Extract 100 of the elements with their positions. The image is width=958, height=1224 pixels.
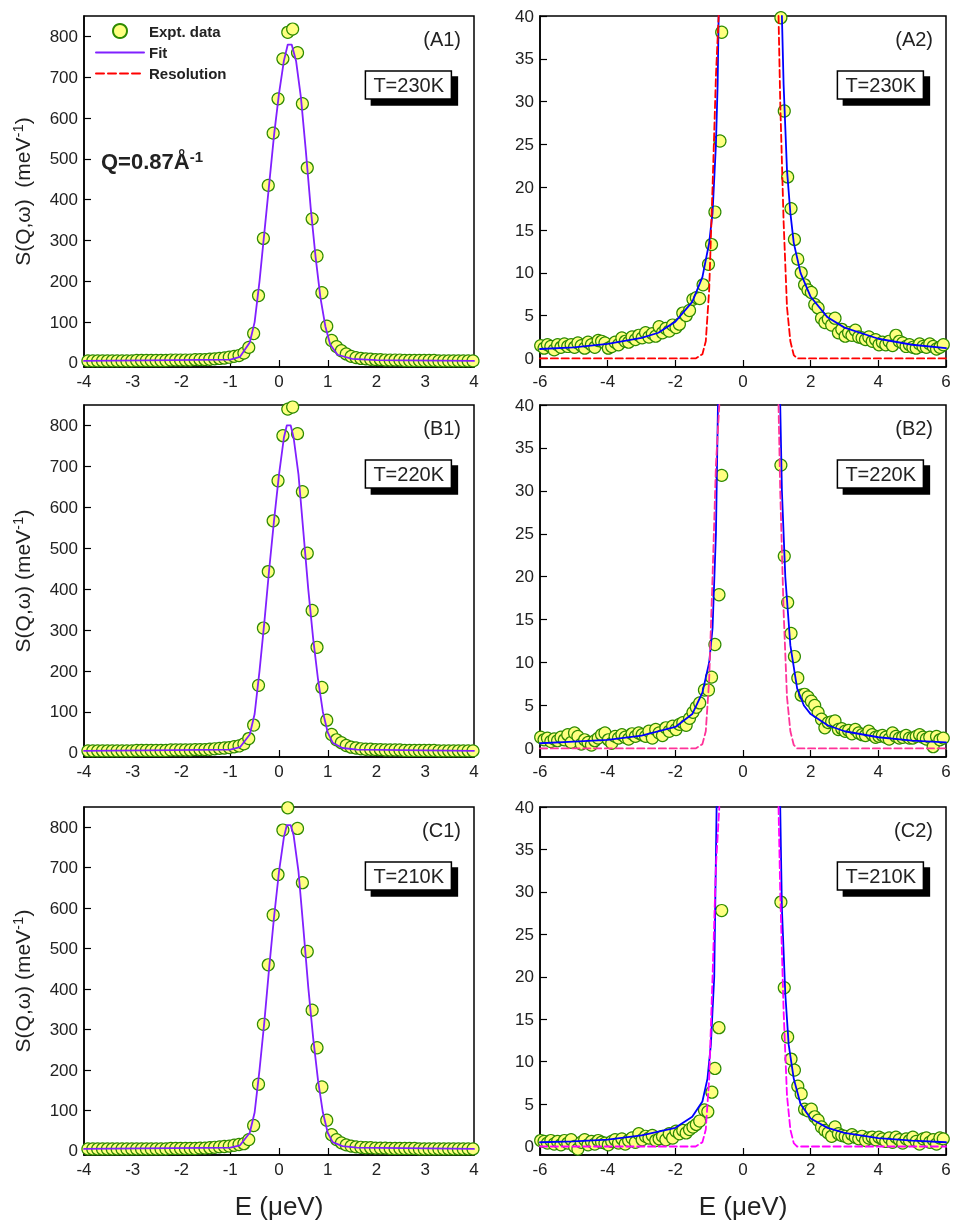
y-tick-label: 15 (515, 1009, 534, 1029)
y-tick-label: 500 (49, 149, 78, 169)
x-tick-label: 4 (469, 762, 479, 781)
y-tick-label: 800 (49, 817, 78, 837)
x-tick-label: 1 (323, 762, 333, 781)
y-tick-label: 40 (515, 6, 534, 26)
y-tick-label: 200 (49, 661, 78, 681)
annotation: T=230K (373, 74, 445, 96)
y-tick-label: 800 (49, 415, 78, 435)
x-tick-label: -2 (173, 1160, 190, 1179)
y-tick-label: 25 (515, 134, 534, 154)
x-tick-label: -4 (76, 1160, 92, 1179)
x-tick-label: -1 (222, 1160, 238, 1179)
y-tick-label: 25 (515, 524, 534, 544)
annotation: T=210K (373, 865, 445, 887)
y-tick-label: 800 (49, 26, 78, 46)
y-tick-label: 600 (49, 108, 78, 128)
y-tick-label: 10 (515, 263, 534, 283)
y-tick-label: 30 (515, 92, 534, 112)
y-tick-label: 5 (524, 695, 534, 715)
y-tick-label: 15 (515, 220, 534, 240)
y-tick-label: 0 (68, 1141, 78, 1161)
annotation: (C1) (422, 819, 461, 841)
y-tick-label: 300 (49, 230, 78, 250)
y-tick-label: 300 (49, 620, 78, 640)
y-axis-title: S(Q,ω) (meV-1) (9, 509, 34, 653)
y-tick-label: 0 (524, 348, 534, 368)
x-tick-label: -3 (125, 762, 141, 781)
y-tick-label: 20 (515, 567, 534, 587)
legend-label: Fit (149, 44, 168, 61)
x-tick-label: 3 (420, 762, 430, 781)
x-axis-title: E (μeV) (234, 1191, 324, 1221)
x-tick-label: -4 (600, 372, 616, 391)
y-tick-label: 100 (49, 1100, 78, 1120)
annotation: (B1) (423, 417, 462, 439)
x-tick-label: -4 (76, 372, 92, 391)
x-tick-label: 2 (805, 762, 816, 781)
y-tick-label: 300 (49, 1020, 78, 1040)
x-tick-label: 3 (420, 372, 430, 391)
x-tick-label: -4 (76, 762, 92, 781)
y-tick-label: 400 (49, 579, 78, 599)
y-tick-label: 700 (49, 456, 78, 476)
y-tick-label: 100 (49, 312, 78, 332)
y-tick-label: 35 (515, 49, 534, 69)
annotation: T=230K (845, 74, 917, 96)
x-tick-label: -2 (173, 372, 190, 391)
y-tick-label: 600 (49, 497, 78, 517)
y-tick-label: 30 (515, 481, 534, 501)
x-tick-label: -4 (600, 762, 616, 781)
y-tick-label: 500 (49, 939, 78, 959)
y-tick-label: 10 (515, 653, 534, 673)
y-tick-label: 35 (515, 438, 534, 458)
y-axis-title: S(Q,ω) (meV-1) (9, 117, 34, 266)
y-tick-label: 5 (524, 306, 534, 326)
x-tick-label: -3 (125, 1160, 141, 1179)
x-tick-label: 0 (738, 762, 748, 781)
annotation: (A2) (895, 28, 934, 50)
x-tick-label: 2 (805, 1160, 816, 1179)
annotation: T=210K (845, 865, 917, 887)
x-axis-title: E (μeV) (698, 1191, 788, 1221)
y-tick-label: 30 (515, 882, 534, 902)
x-tick-label: 4 (873, 762, 884, 781)
y-tick-label: 40 (515, 395, 534, 415)
x-tick-label: -1 (222, 372, 238, 391)
x-tick-label: -2 (173, 762, 190, 781)
x-tick-label: 2 (371, 762, 382, 781)
x-tick-label: 4 (873, 1160, 884, 1179)
y-tick-label: 40 (515, 797, 534, 817)
y-tick-label: 400 (49, 190, 78, 210)
x-tick-label: 1 (323, 372, 333, 391)
y-tick-label: 500 (49, 538, 78, 558)
y-tick-label: 5 (524, 1094, 534, 1114)
y-axis-title: S(Q,ω) (meV-1) (9, 909, 34, 1053)
y-tick-label: 15 (515, 610, 534, 630)
x-tick-label: 0 (738, 372, 748, 391)
y-tick-label: 20 (515, 177, 534, 197)
y-tick-label: 200 (49, 271, 78, 291)
y-tick-label: 600 (49, 898, 78, 918)
x-tick-label: -4 (600, 1160, 616, 1179)
y-tick-label: 200 (49, 1060, 78, 1080)
x-tick-label: -1 (222, 762, 238, 781)
y-tick-label: 0 (68, 743, 78, 763)
x-tick-label: 4 (873, 372, 884, 391)
y-tick-label: 20 (515, 967, 534, 987)
x-tick-label: 2 (371, 372, 382, 391)
y-tick-label: 700 (49, 67, 78, 87)
x-tick-label: -6 (532, 1160, 548, 1179)
x-tick-label: -6 (532, 372, 548, 391)
annotation: T=220K (373, 463, 445, 485)
annotation: T=220K (845, 463, 917, 485)
y-tick-label: 35 (515, 839, 534, 859)
x-tick-label: -6 (532, 762, 548, 781)
x-tick-label: 0 (274, 372, 284, 391)
x-tick-label: 4 (469, 372, 479, 391)
x-tick-label: 2 (805, 372, 816, 391)
legend-label: Resolution (149, 65, 227, 82)
x-tick-label: 0 (738, 1160, 748, 1179)
annotation: (A1) (423, 28, 462, 50)
x-tick-label: -3 (125, 372, 141, 391)
x-tick-label: 6 (941, 762, 951, 781)
